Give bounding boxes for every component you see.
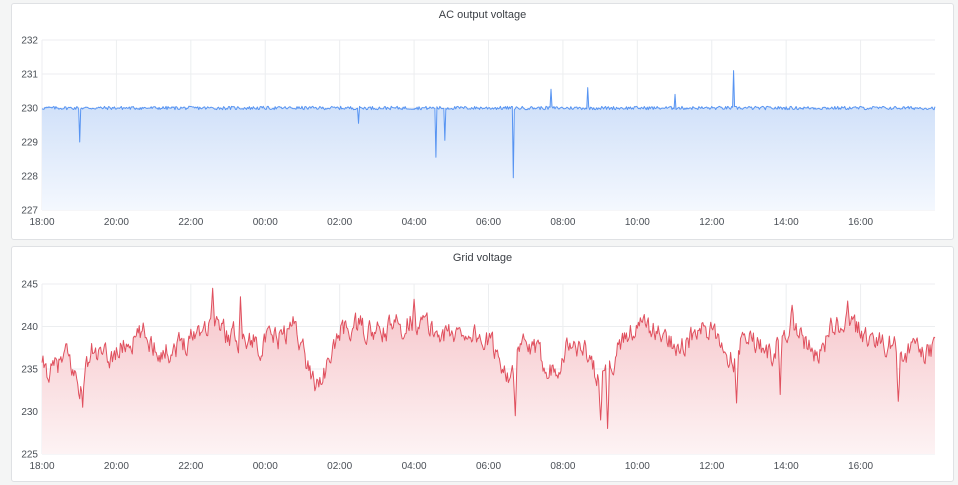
x-tick-label: 20:00 [104,217,129,228]
x-tick-label: 16:00 [848,217,873,228]
x-tick-label: 08:00 [550,217,575,228]
y-tick-label: 240 [21,322,38,333]
y-tick-label: 231 [21,70,38,81]
x-tick-label: 00:00 [253,217,278,228]
x-tick-label: 06:00 [476,461,501,472]
y-tick-label: 235 [21,365,38,376]
y-tick-label: 229 [21,138,38,149]
x-tick-label: 18:00 [29,461,54,472]
ac-output-voltage-panel: AC output voltage 227 228 229 230 231 232 20:0… [11,3,954,240]
grid-voltage-panel: Grid voltage 225 230 235 240 245 20:00 22:00 00… [11,246,954,482]
y-tick-label: 232 [21,36,38,47]
y-tick-label: 230 [21,104,38,115]
x-tick-label: 04:00 [402,217,427,228]
x-tick-label: 22:00 [178,461,203,472]
x-tick-label: 18:00 [29,217,54,228]
y-tick-label: 228 [21,172,38,183]
series-line[interactable] [41,70,936,179]
panel-title[interactable]: Grid voltage [452,252,513,264]
series-area-fill [42,70,935,210]
series-area-fill [42,288,935,454]
x-tick-label: 00:00 [253,461,278,472]
x-tick-label: 02:00 [327,217,352,228]
grid-voltage-chart: 225 230 235 240 245 20:00 22:00 00:00 02:00 04:00… [21,280,936,472]
x-tick-label: 14:00 [774,461,799,472]
x-tick-label: 12:00 [699,217,724,228]
x-tick-label: 20:00 [104,461,129,472]
x-tick-label: 08:00 [550,461,575,472]
x-tick-label: 12:00 [699,461,724,472]
series-line[interactable] [41,287,936,429]
y-tick-label: 245 [21,280,38,291]
x-tick-label: 10:00 [625,461,650,472]
y-tick-label: 227 [21,206,38,217]
ac-output-voltage-chart: 227 228 229 230 231 232 20:00 22:00 00:00 02:00 04… [21,36,936,228]
x-tick-label: 04:00 [402,461,427,472]
y-tick-label: 225 [21,450,38,461]
x-tick-label: 06:00 [476,217,501,228]
x-tick-label: 02:00 [327,461,352,472]
x-tick-label: 22:00 [178,217,203,228]
y-tick-label: 230 [21,407,38,418]
x-tick-label: 10:00 [625,217,650,228]
x-tick-label: 16:00 [848,461,873,472]
panel-title[interactable]: AC output voltage [438,9,527,21]
x-tick-label: 14:00 [774,217,799,228]
